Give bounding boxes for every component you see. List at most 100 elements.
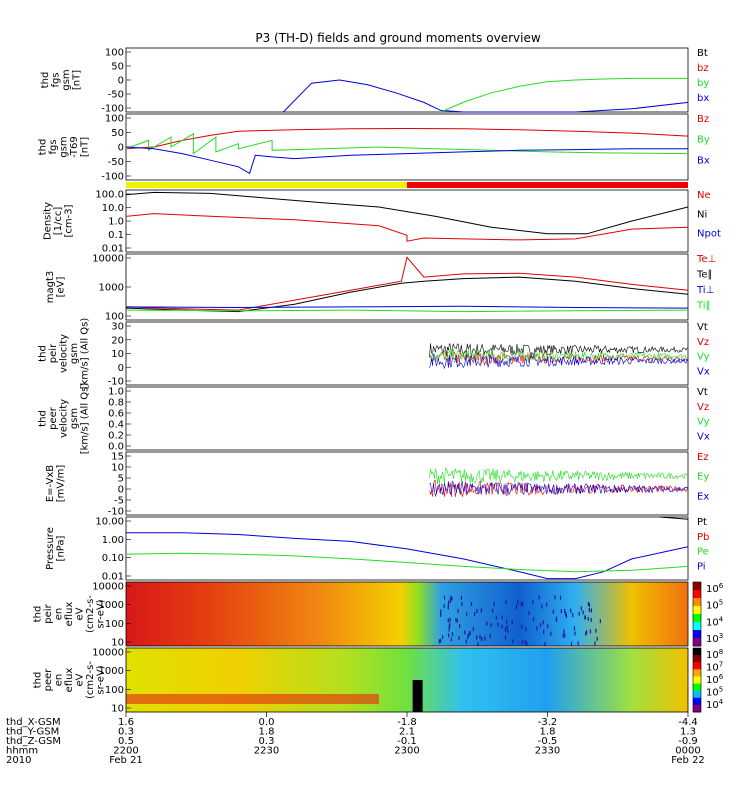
colorbar-swatch [693,622,701,631]
spectrogram-speckle [522,602,524,607]
y-tick-label: 0.2 [108,431,124,442]
spectrogram-speckle [595,628,597,633]
spectrogram-speckle [599,619,601,624]
y-tick-label: 0.1 [108,230,124,241]
orbit-value: 1.6 [118,717,134,728]
spectrogram-speckle [480,608,482,613]
y-tick-label: 1.0 [108,217,124,228]
spectrogram-speckle [570,641,573,646]
colorbar-frame [692,581,702,647]
series-Vt [429,342,689,358]
legend-Vt: Vt [697,387,708,398]
spectrogram-speckle [555,616,558,621]
colorbar-swatch [693,590,701,599]
spectrogram-speckle [590,608,592,613]
spectrogram-speckle [585,630,588,635]
spectrogram-speckle [505,600,507,605]
spectrogram-speckle [572,613,574,618]
legend-Ne: Ne [697,190,711,201]
legend-Ti⊥: Ti⊥ [696,285,714,296]
series-Bz [125,127,689,150]
spectrogram-band [126,694,379,704]
y-axis-label: en [54,608,65,621]
orbit-value: 0.3 [259,736,275,747]
colorbar-exponent: 4 [719,698,724,706]
legend-Bx: Bx [697,155,710,166]
spectrogram-speckle [524,639,526,644]
y-tick-label: 0 [118,143,124,154]
y-axis-label: E=-VxB [45,465,56,502]
spectrogram-speckle [596,636,598,641]
spectrogram-speckle [486,621,488,626]
y-axis-label: thd [40,72,51,89]
panel-pressure: Pressure [nPa] [45,516,689,581]
spectrogram-speckle [448,624,450,629]
y-axis-label: [cm-3] [64,204,75,237]
y-axis-label: [nT] [80,137,91,157]
y-tick-label: -100 [101,104,124,115]
spectrogram-speckle [574,631,576,636]
spectrogram-speckle [552,609,554,614]
orbit-row-label: thd_Z-GSM [6,736,61,747]
colorbar-label: 104 [706,698,724,711]
colorbar-label: 105 [706,686,723,699]
spectrogram-speckle [584,615,586,620]
spectrogram-speckle [547,624,549,629]
spectrogram-speckle [590,617,592,622]
spectrogram-speckle [443,604,445,609]
y-axis-label: velocity [59,334,70,373]
y-tick-label: 100 [105,114,124,125]
y-axis-label: magt3 [45,271,56,304]
panel-frame [125,581,689,647]
spectrogram-speckle [560,609,562,614]
y-tick-label: 0 [118,485,124,496]
spectrogram-speckle [447,618,449,623]
y-axis-label: thd [38,345,49,362]
panel-frame [125,47,689,113]
colorbar-label: 107 [706,661,723,674]
orbit-value: -0.5 [538,736,558,747]
y-tick-label: 0 [118,363,124,374]
y-tick-label: 1.0 [108,387,124,398]
panel-status_bar [126,182,688,188]
colorbar-swatch [693,648,701,656]
colorbar-swatch [693,598,701,607]
spectrogram-speckle [467,634,469,639]
spectrogram-speckle [484,636,486,641]
status-segment [126,182,407,188]
y-axis-label: eV [75,673,86,686]
y-axis-label: Density [43,202,54,240]
colorbar-label: 106 [706,582,724,595]
figure-title: P3 (TH-D) fields and ground moments over… [255,31,540,45]
panel-frame [125,321,689,386]
y-axis-label: (cm2-s- [85,661,96,699]
legend-Ex: Ex [697,491,709,502]
spectrogram-speckle [515,605,518,610]
colorbar-exponent: 5 [719,599,723,607]
colorbar-swatch [693,697,701,706]
panel-temperature: magt3 [eV] [45,253,689,321]
spectrogram-speckle [578,611,580,616]
spectrogram-speckle [501,624,503,629]
spectrogram-speckle [459,624,461,629]
series-Ti⊥ [125,305,689,309]
spectrogram-speckle [481,637,483,642]
spectrogram-speckle [539,623,542,628]
orbit-value: -0.1 [397,736,417,747]
legend-Bt: Bt [697,48,708,59]
colorbar-label: 106 [706,673,724,686]
colorbar-exponent: 6 [719,673,724,681]
spectrogram-speckle [504,627,506,632]
spectrogram-speckle [544,642,546,647]
spectrogram-speckle [546,602,548,607]
y-tick-label: 1.00 [102,535,124,546]
y-axis-label: peir [43,603,54,623]
y-axis-label: fgs [48,139,59,154]
y-tick-label: 0.01 [102,244,124,255]
y-axis-label: gsm [69,343,80,364]
spectrogram-speckle [448,633,450,638]
orbit-value: 0.3 [118,727,134,738]
y-tick-label: 10 [111,638,124,649]
spectrogram-speckle [464,630,466,635]
spectrogram-speckle [588,603,591,608]
